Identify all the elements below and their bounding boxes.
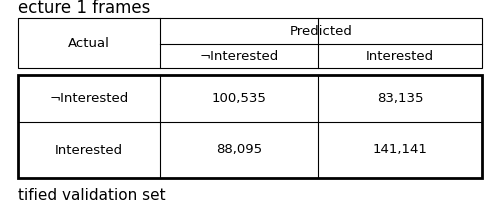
Text: 141,141: 141,141 (372, 144, 428, 157)
Text: Actual: Actual (68, 36, 110, 49)
Text: 88,095: 88,095 (216, 144, 262, 157)
Bar (18, 18, 482, 68)
Text: 100,535: 100,535 (212, 92, 266, 105)
Bar (18, 75, 482, 178)
Text: ¬Interested: ¬Interested (50, 92, 128, 105)
Text: tified validation set: tified validation set (18, 187, 166, 202)
Text: Predicted: Predicted (290, 25, 352, 37)
Text: 83,135: 83,135 (377, 92, 423, 105)
Text: Interested: Interested (55, 144, 123, 157)
Text: ecture 1 frames: ecture 1 frames (18, 0, 150, 17)
Text: Interested: Interested (366, 49, 434, 62)
Text: ¬Interested: ¬Interested (200, 49, 278, 62)
